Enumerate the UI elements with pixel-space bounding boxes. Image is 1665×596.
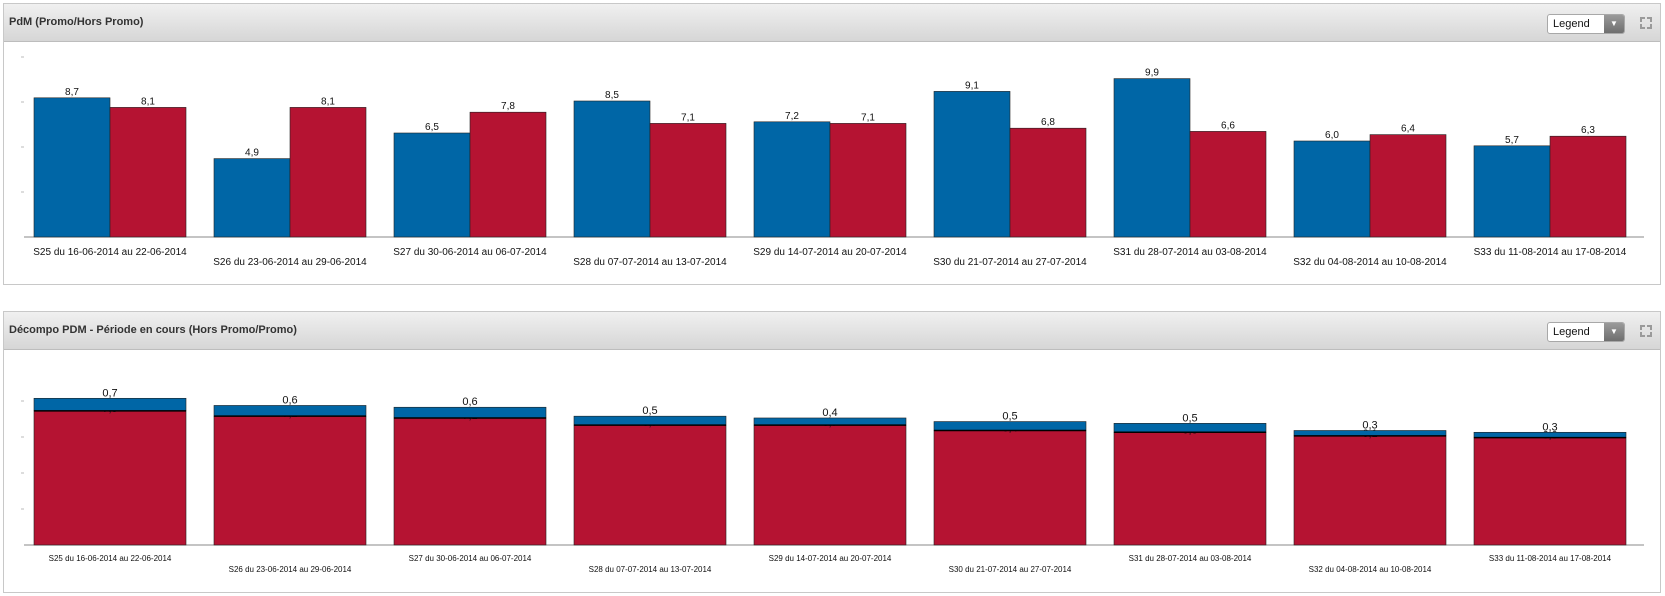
- data-label: 8,1: [321, 96, 335, 107]
- x-tick-label: S25 du 16-06-2014 au 22-06-2014: [49, 554, 172, 563]
- bar-blue[interactable]: [753, 121, 831, 238]
- bar-segment-blue[interactable]: [573, 415, 727, 426]
- data-label: 6,6: [1221, 120, 1235, 131]
- x-tick-label: S30 du 21-07-2014 au 27-07-2014: [933, 257, 1087, 268]
- x-tick-label: S29 du 14-07-2014 au 20-07-2014: [769, 554, 892, 563]
- panel-header: PdM (Promo/Hors Promo) Legend ▼: [4, 4, 1660, 42]
- bar-segment-blue[interactable]: [753, 417, 907, 426]
- data-label: 8,5: [605, 90, 619, 101]
- legend-dropdown[interactable]: Legend ▼: [1547, 322, 1625, 342]
- x-tick-label: S32 du 04-08-2014 au 10-08-2014: [1293, 257, 1447, 268]
- bar-segment-blue[interactable]: [33, 397, 187, 412]
- x-tick-label: S28 du 07-07-2014 au 13-07-2014: [589, 565, 712, 574]
- bar-segment-red[interactable]: [933, 430, 1087, 546]
- bar-segment-red[interactable]: [573, 424, 727, 546]
- data-label: 4,9: [245, 148, 259, 159]
- data-label: 6,4: [1401, 124, 1415, 135]
- bar-blue[interactable]: [1473, 145, 1551, 238]
- data-label: 0,5: [1002, 411, 1017, 423]
- data-label: 7,8: [501, 101, 515, 112]
- bar-segment-blue[interactable]: [213, 405, 367, 417]
- bar-segment-blue[interactable]: [1113, 423, 1267, 433]
- expand-icon[interactable]: [1638, 15, 1654, 31]
- bar-red[interactable]: [1009, 127, 1087, 238]
- data-label: 0,3: [1542, 421, 1557, 433]
- data-label: 9,9: [1145, 68, 1159, 79]
- data-label: 7,2: [785, 111, 799, 122]
- bar-segment-blue[interactable]: [393, 406, 547, 419]
- bar-blue[interactable]: [393, 132, 471, 238]
- data-label: 0,5: [1182, 412, 1197, 424]
- data-label: 9,1: [965, 80, 979, 91]
- panel-header: Décompo PDM - Période en cours (Hors Pro…: [4, 312, 1660, 350]
- data-label: 6,0: [1325, 130, 1339, 141]
- expand-icon[interactable]: [1638, 323, 1654, 339]
- chevron-down-icon[interactable]: ▼: [1604, 15, 1624, 33]
- data-label: 5,7: [1505, 135, 1519, 146]
- bar-blue[interactable]: [1293, 140, 1371, 238]
- legend-dropdown-label: Legend: [1553, 326, 1590, 338]
- data-label: 0,3: [1362, 419, 1377, 431]
- data-label: 8,7: [65, 87, 79, 98]
- bar-red[interactable]: [1369, 134, 1447, 238]
- bar-red[interactable]: [649, 123, 727, 238]
- bar-segment-red[interactable]: [393, 417, 547, 546]
- bar-segment-red[interactable]: [1113, 431, 1267, 546]
- x-tick-label: S31 du 28-07-2014 au 03-08-2014: [1129, 554, 1252, 563]
- x-tick-label: S26 du 23-06-2014 au 29-06-2014: [229, 565, 352, 574]
- x-tick-label: S27 du 30-06-2014 au 06-07-2014: [409, 554, 532, 563]
- bar-segment-red[interactable]: [213, 415, 367, 546]
- bar-red[interactable]: [1189, 131, 1267, 238]
- bar-red[interactable]: [289, 107, 367, 238]
- x-tick-label: S31 du 28-07-2014 au 03-08-2014: [1113, 247, 1267, 258]
- data-label: 0,6: [282, 394, 297, 406]
- x-tick-label: S32 du 04-08-2014 au 10-08-2014: [1309, 565, 1432, 574]
- x-tick-label: S33 du 11-08-2014 au 17-08-2014: [1489, 554, 1612, 563]
- bar-segment-red[interactable]: [753, 424, 907, 546]
- data-label: 0,4: [822, 407, 837, 419]
- data-label: 6,3: [1581, 125, 1595, 136]
- chevron-down-icon[interactable]: ▼: [1604, 323, 1624, 341]
- bar-red[interactable]: [829, 123, 907, 238]
- data-label: 6,8: [1041, 117, 1055, 128]
- x-tick-label: S28 du 07-07-2014 au 13-07-2014: [573, 257, 727, 268]
- data-label: 0,6: [462, 396, 477, 408]
- data-label: 0,5: [642, 405, 657, 417]
- legend-dropdown[interactable]: Legend ▼: [1547, 14, 1625, 34]
- panel-title: Décompo PDM - Période en cours (Hors Pro…: [9, 324, 297, 336]
- chart-panel-pdm: PdM (Promo/Hors Promo) Legend ▼ 8,7 8,1 S2…: [3, 3, 1661, 285]
- data-label: 0,7: [102, 387, 117, 399]
- bar-blue[interactable]: [933, 91, 1011, 238]
- chart-pdm: 8,7 8,1 S25 du 16-06-2014 au 22-06-2014 4,9…: [21, 56, 1644, 268]
- bar-blue[interactable]: [1113, 78, 1191, 238]
- bar-red[interactable]: [469, 111, 547, 238]
- data-label: 7,1: [681, 112, 695, 123]
- legend-dropdown-label: Legend: [1553, 18, 1590, 30]
- x-tick-label: S25 du 16-06-2014 au 22-06-2014: [33, 247, 187, 258]
- data-label: 6,5: [425, 122, 439, 133]
- x-tick-label: S30 du 21-07-2014 au 27-07-2014: [949, 565, 1072, 574]
- bar-blue[interactable]: [573, 100, 651, 238]
- x-tick-label: S27 du 30-06-2014 au 06-07-2014: [393, 247, 547, 258]
- data-label: 7,1: [861, 112, 875, 123]
- x-tick-label: S29 du 14-07-2014 au 20-07-2014: [753, 247, 907, 258]
- bar-segment-blue[interactable]: [933, 421, 1087, 431]
- bar-segment-red[interactable]: [1473, 437, 1627, 546]
- bar-blue[interactable]: [213, 158, 291, 238]
- x-tick-label: S33 du 11-08-2014 au 17-08-2014: [1474, 247, 1627, 258]
- bar-red[interactable]: [109, 107, 187, 238]
- data-label: 8,1: [141, 96, 155, 107]
- panel-title: PdM (Promo/Hors Promo): [9, 16, 144, 28]
- bar-segment-red[interactable]: [1293, 435, 1447, 546]
- bar-red[interactable]: [1549, 135, 1627, 238]
- chart-panel-decompo: Décompo PDM - Période en cours (Hors Pro…: [3, 311, 1661, 593]
- x-tick-label: S26 du 23-06-2014 au 29-06-2014: [213, 257, 367, 268]
- bar-blue[interactable]: [33, 97, 111, 238]
- bar-segment-red[interactable]: [33, 410, 187, 546]
